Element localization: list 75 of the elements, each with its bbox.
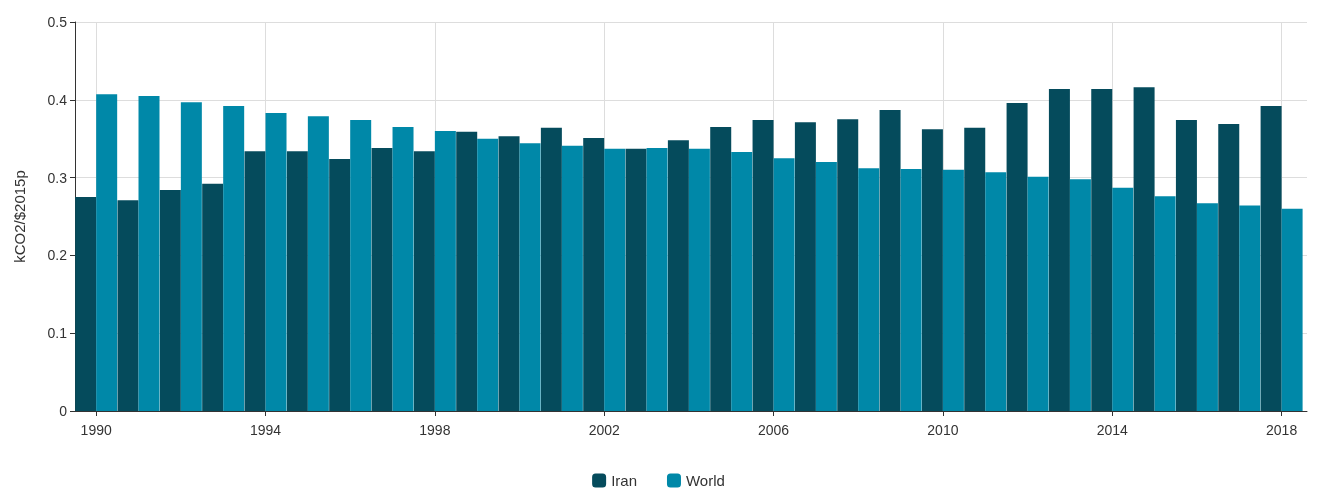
bar [985, 172, 1007, 411]
bar [498, 136, 520, 411]
bar [1069, 179, 1091, 411]
y-tick-label: 0.4 [47, 91, 68, 108]
bar [583, 137, 605, 411]
bar [75, 197, 97, 411]
bar [794, 122, 816, 411]
bar [1239, 205, 1261, 411]
bar [815, 162, 837, 411]
y-tick-label: 0.3 [47, 169, 68, 186]
x-tick-label: 2014 [1096, 422, 1129, 438]
bar [1175, 120, 1197, 411]
bar [371, 148, 393, 411]
bar [837, 119, 859, 411]
bar [1196, 203, 1218, 411]
legend-label: Iran [611, 472, 637, 489]
bar [392, 127, 414, 411]
x-tick-label: 1990 [80, 422, 112, 438]
bar [519, 143, 541, 411]
x-tick-label: 1998 [419, 422, 451, 438]
bar [265, 113, 287, 411]
bar [159, 190, 181, 411]
bar [477, 138, 499, 411]
bar [921, 129, 943, 411]
bar [731, 151, 753, 411]
bar [646, 148, 668, 411]
bar [1112, 187, 1134, 411]
bar [858, 168, 880, 411]
bar [710, 127, 732, 411]
bar [964, 127, 986, 411]
bar [1133, 87, 1155, 411]
bar [1006, 102, 1028, 411]
bar [879, 109, 901, 411]
bar [1154, 196, 1176, 411]
x-tick-label: 2006 [757, 422, 790, 438]
x-tick-label: 2010 [927, 422, 959, 438]
y-tick-label: 0.5 [47, 14, 68, 30]
bar [180, 102, 202, 411]
bar [625, 148, 647, 411]
bar [752, 120, 774, 411]
y-tick-label: 0 [59, 403, 68, 419]
bar [307, 116, 329, 411]
bar [434, 130, 456, 411]
bar [350, 120, 372, 411]
bar [96, 94, 118, 411]
bar [1048, 88, 1070, 411]
bar [942, 169, 964, 411]
bar [117, 200, 139, 411]
bar [286, 151, 308, 411]
bar [1091, 88, 1113, 411]
bar [561, 145, 583, 411]
y-tick-label: 0.1 [47, 325, 68, 342]
x-tick-label: 1994 [249, 422, 282, 438]
bar [456, 131, 478, 411]
bar [540, 127, 562, 411]
bar [604, 148, 626, 411]
bar [1027, 176, 1049, 411]
bar [688, 148, 710, 411]
bar [900, 169, 922, 411]
bar [138, 95, 160, 411]
y-tick-label: 0.2 [47, 247, 68, 264]
bar [667, 140, 689, 411]
bar [1218, 123, 1240, 411]
y-axis-title: kCO2/$2015p [11, 170, 28, 263]
x-tick-label: 2002 [588, 422, 620, 438]
legend-label: World [685, 472, 725, 489]
bar [202, 183, 224, 411]
bar [1260, 106, 1282, 411]
bar [413, 151, 435, 411]
bar [223, 106, 245, 411]
bar [244, 151, 266, 411]
bar [329, 158, 351, 411]
bar [1281, 208, 1303, 411]
bar [773, 158, 795, 411]
x-tick-label: 2018 [1266, 422, 1298, 438]
